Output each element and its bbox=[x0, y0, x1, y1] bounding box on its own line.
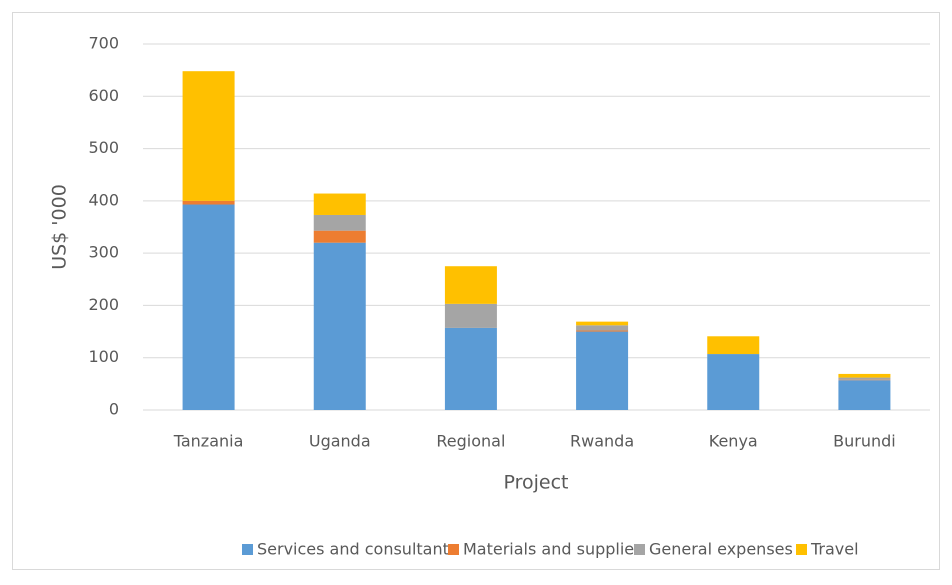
y-axis-title: US$ '000 bbox=[49, 184, 71, 270]
x-tick-label: Regional bbox=[436, 432, 505, 451]
bar-segment bbox=[838, 373, 891, 378]
y-tick-label: 600 bbox=[88, 86, 119, 105]
bar-segment bbox=[444, 303, 497, 328]
x-axis-title: Project bbox=[503, 472, 568, 494]
x-tick-label: Tanzania bbox=[173, 432, 244, 451]
y-tick-label: 400 bbox=[88, 190, 119, 209]
legend-swatch bbox=[242, 544, 253, 555]
bar-segment bbox=[576, 330, 629, 332]
y-tick-label: 0 bbox=[109, 400, 119, 419]
bar-segment bbox=[182, 204, 235, 410]
bar-segment bbox=[707, 354, 760, 410]
legend-label: Materials and supplies bbox=[463, 540, 642, 559]
bar-segment bbox=[707, 336, 760, 355]
y-tick-label: 500 bbox=[88, 138, 119, 157]
bar-segment bbox=[838, 379, 891, 381]
x-tick-label: Burundi bbox=[833, 432, 896, 451]
x-tick-label: Rwanda bbox=[570, 432, 634, 451]
y-tick-label: 100 bbox=[88, 347, 119, 366]
y-tick-label: 700 bbox=[88, 34, 119, 53]
x-tick-label: Uganda bbox=[309, 432, 371, 451]
bar-segment bbox=[576, 325, 629, 331]
bar-segment bbox=[182, 200, 235, 205]
bar-segment bbox=[182, 71, 235, 201]
bar-segment bbox=[313, 230, 366, 243]
bar-segment bbox=[313, 193, 366, 215]
legend-swatch bbox=[448, 544, 459, 555]
legend-label: Services and consultants bbox=[257, 540, 457, 559]
legend-swatch bbox=[634, 544, 645, 555]
bar-segment bbox=[838, 380, 891, 410]
y-tick-label: 200 bbox=[88, 295, 119, 314]
bar-segment bbox=[313, 214, 366, 231]
legend-label: General expenses bbox=[649, 540, 793, 559]
legend-label: Travel bbox=[810, 540, 859, 559]
bar-segment bbox=[444, 327, 497, 410]
bar-segment bbox=[444, 266, 497, 304]
x-tick-label: Kenya bbox=[709, 432, 758, 451]
bar-segment bbox=[576, 321, 629, 326]
bar-segment bbox=[576, 331, 629, 410]
bar-segment bbox=[838, 377, 891, 380]
legend-swatch bbox=[796, 544, 807, 555]
y-tick-label: 300 bbox=[88, 243, 119, 262]
bar-segment bbox=[313, 242, 366, 410]
